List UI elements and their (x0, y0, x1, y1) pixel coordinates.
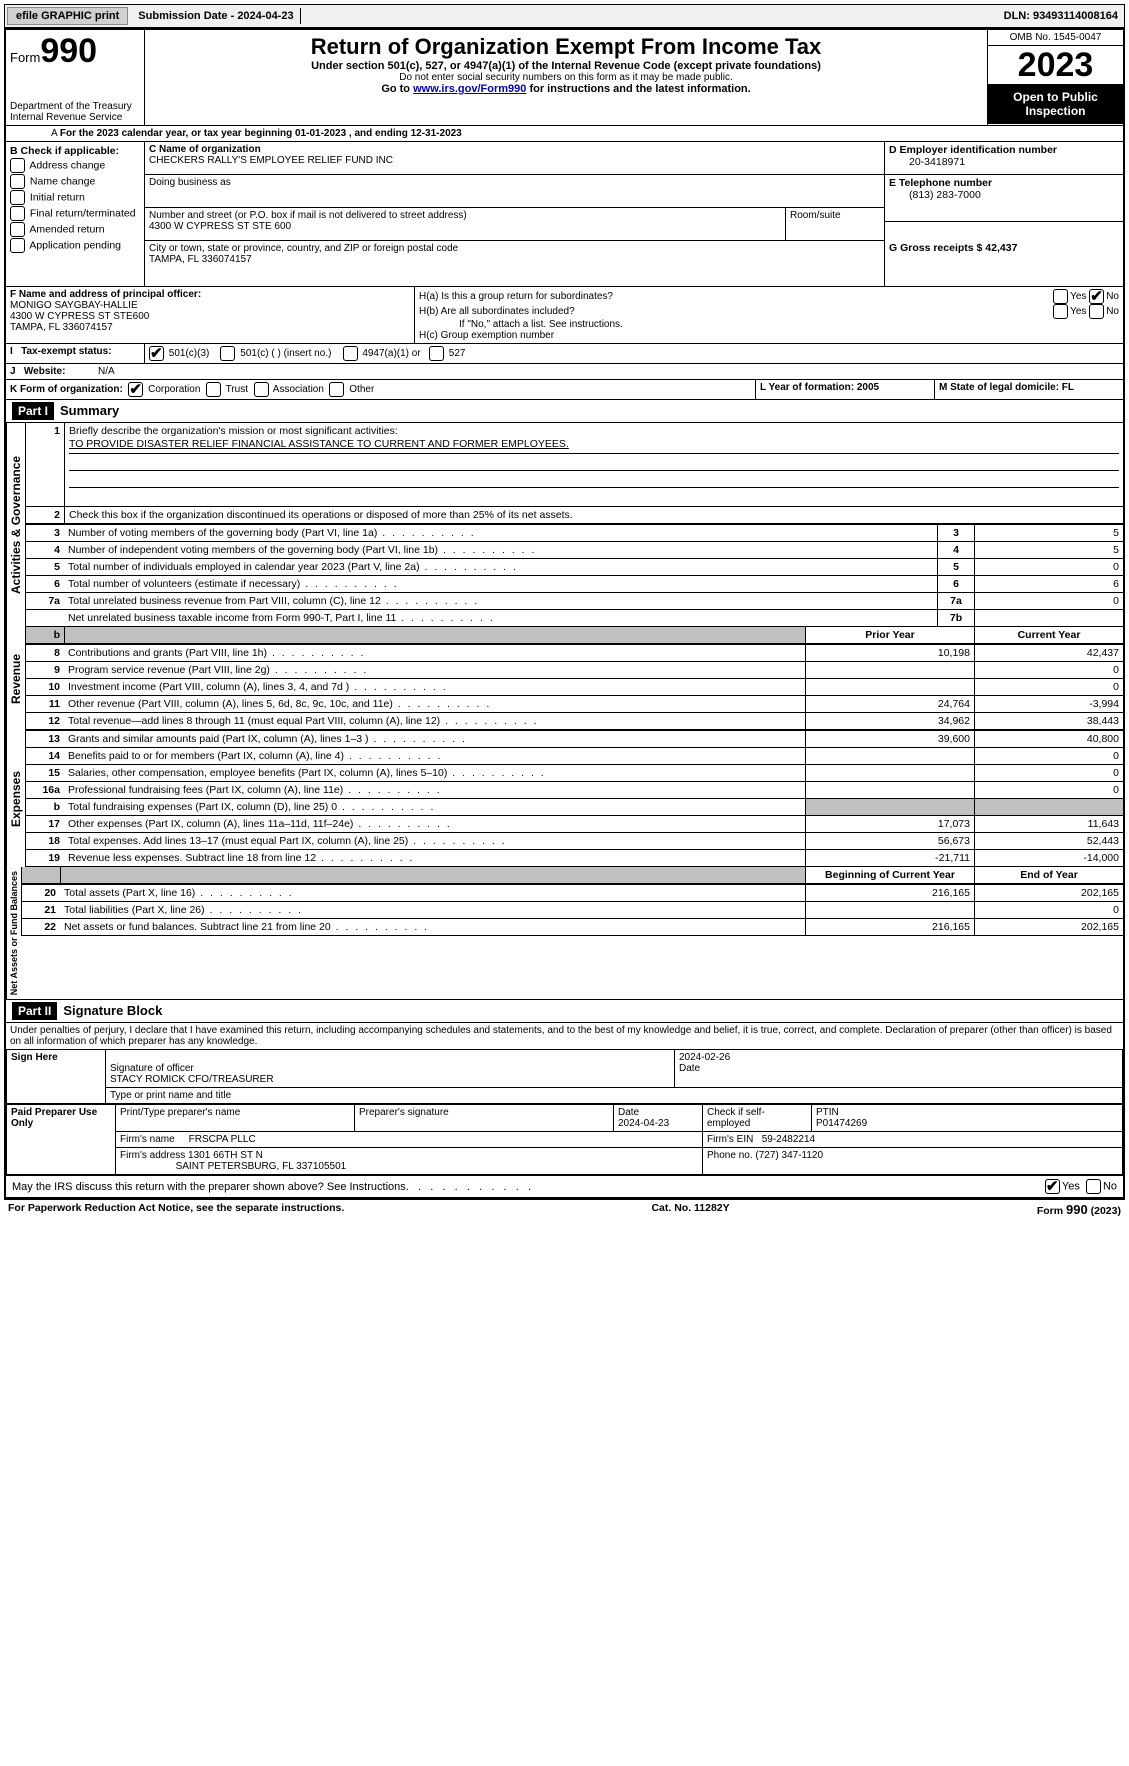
dln: DLN: 93493114008164 (1004, 10, 1122, 22)
officer-block: F Name and address of principal officer:… (6, 286, 1123, 343)
box-f: F Name and address of principal officer:… (6, 287, 415, 343)
chk-hb-no[interactable] (1089, 304, 1104, 319)
domicile: M State of legal domicile: FL (935, 380, 1123, 399)
open-public-badge: Open to Public Inspection (988, 84, 1123, 124)
form-header: Form990 Department of the Treasury Inter… (6, 30, 1123, 125)
chk-discuss-no[interactable] (1086, 1179, 1101, 1194)
penalty-text: Under penalties of perjury, I declare th… (6, 1022, 1123, 1049)
chk-address-change[interactable] (10, 158, 25, 173)
website-label: J Website: (6, 364, 94, 379)
chk-hb-yes[interactable] (1053, 304, 1068, 319)
expenses-section: Expenses 13Grants and similar amounts pa… (6, 730, 1123, 867)
top-bar: efile GRAPHIC print Submission Date - 20… (4, 4, 1125, 28)
chk-amended[interactable] (10, 222, 25, 237)
chk-name-change[interactable] (10, 174, 25, 189)
part1-header: Part ISummary (6, 399, 1123, 422)
paid-preparer-label: Paid Preparer Use Only (7, 1105, 116, 1175)
form-org: K Form of organization: Corporation Trus… (6, 380, 756, 399)
form-number: Form990 (10, 32, 140, 71)
year-formation: L Year of formation: 2005 (756, 380, 935, 399)
identity-block: B Check if applicable: Address change Na… (6, 141, 1123, 286)
box-c-dba: Doing business as (145, 175, 884, 208)
chk-app-pending[interactable] (10, 238, 25, 253)
chk-discuss-yes[interactable] (1045, 1179, 1060, 1194)
vlabel-net: Net Assets or Fund Balances (6, 867, 21, 999)
chk-501c3[interactable] (149, 346, 164, 361)
box-c-name: C Name of organization CHECKERS RALLY'S … (145, 142, 884, 175)
chk-initial-return[interactable] (10, 190, 25, 205)
form-instructions-link-line: Go to www.irs.gov/Form990 for instructio… (149, 83, 983, 95)
vlabel-expenses: Expenses (6, 730, 25, 867)
box-c-room: Room/suite (786, 208, 884, 241)
box-g: G Gross receipts $ 42,437 (885, 222, 1123, 286)
box-e: E Telephone number (813) 283-7000 (885, 175, 1123, 222)
discuss-row: May the IRS discuss this return with the… (6, 1175, 1123, 1197)
form-container: Form990 Department of the Treasury Inter… (4, 28, 1125, 1199)
form-title: Return of Organization Exempt From Incom… (149, 34, 983, 60)
vlabel-revenue: Revenue (6, 627, 25, 730)
chk-527[interactable] (429, 346, 444, 361)
chk-final-return[interactable] (10, 206, 25, 221)
website-value: N/A (94, 364, 119, 379)
instructions-link[interactable]: www.irs.gov/Form990 (413, 83, 526, 95)
form-subtitle-2: Do not enter social security numbers on … (149, 72, 983, 83)
chk-other[interactable] (329, 382, 344, 397)
box-c-city: City or town, state or province, country… (145, 241, 884, 273)
governance-section: Activities & Governance 1 Briefly descri… (6, 422, 1123, 627)
box-b: B Check if applicable: Address change Na… (6, 142, 145, 286)
dept-treasury: Department of the Treasury Internal Reve… (10, 101, 140, 123)
chk-ha-yes[interactable] (1053, 289, 1068, 304)
section-a: A For the 2023 calendar year, or tax yea… (6, 126, 466, 141)
submission-date: Submission Date - 2024-04-23 (132, 8, 300, 24)
box-c-street: Number and street (or P.O. box if mail i… (145, 208, 786, 241)
netassets-section: Net Assets or Fund Balances Beginning of… (6, 867, 1123, 999)
box-d: D Employer identification number 20-3418… (885, 142, 1123, 175)
efile-print-button[interactable]: efile GRAPHIC print (7, 7, 128, 25)
chk-corp[interactable] (128, 382, 143, 397)
sign-here-label: Sign Here (7, 1050, 106, 1104)
omb-number: OMB No. 1545-0047 (988, 30, 1123, 46)
form-subtitle-1: Under section 501(c), 527, or 4947(a)(1)… (149, 60, 983, 72)
chk-assoc[interactable] (254, 382, 269, 397)
footer: For Paperwork Reduction Act Notice, see … (4, 1199, 1125, 1219)
chk-trust[interactable] (206, 382, 221, 397)
part2-header: Part IISignature Block (6, 999, 1123, 1022)
tax-year: 2023 (988, 46, 1123, 84)
paid-preparer-block: Paid Preparer Use Only Print/Type prepar… (6, 1104, 1123, 1175)
chk-ha-no[interactable] (1089, 289, 1104, 304)
signature-block: Sign Here Signature of officerSTACY ROMI… (6, 1049, 1123, 1104)
chk-501c[interactable] (220, 346, 235, 361)
chk-4947[interactable] (343, 346, 358, 361)
vlabel-governance: Activities & Governance (6, 423, 25, 627)
tax-exempt-label: I Tax-exempt status: (6, 344, 145, 363)
mission-text: TO PROVIDE DISASTER RELIEF FINANCIAL ASS… (69, 437, 1119, 454)
revenue-section: Revenue b Prior Year Current Year 8Contr… (6, 627, 1123, 730)
tax-exempt-opts: 501(c)(3) 501(c) ( ) (insert no.) 4947(a… (145, 344, 1123, 363)
box-h: H(a) Is this a group return for subordin… (415, 287, 1123, 343)
